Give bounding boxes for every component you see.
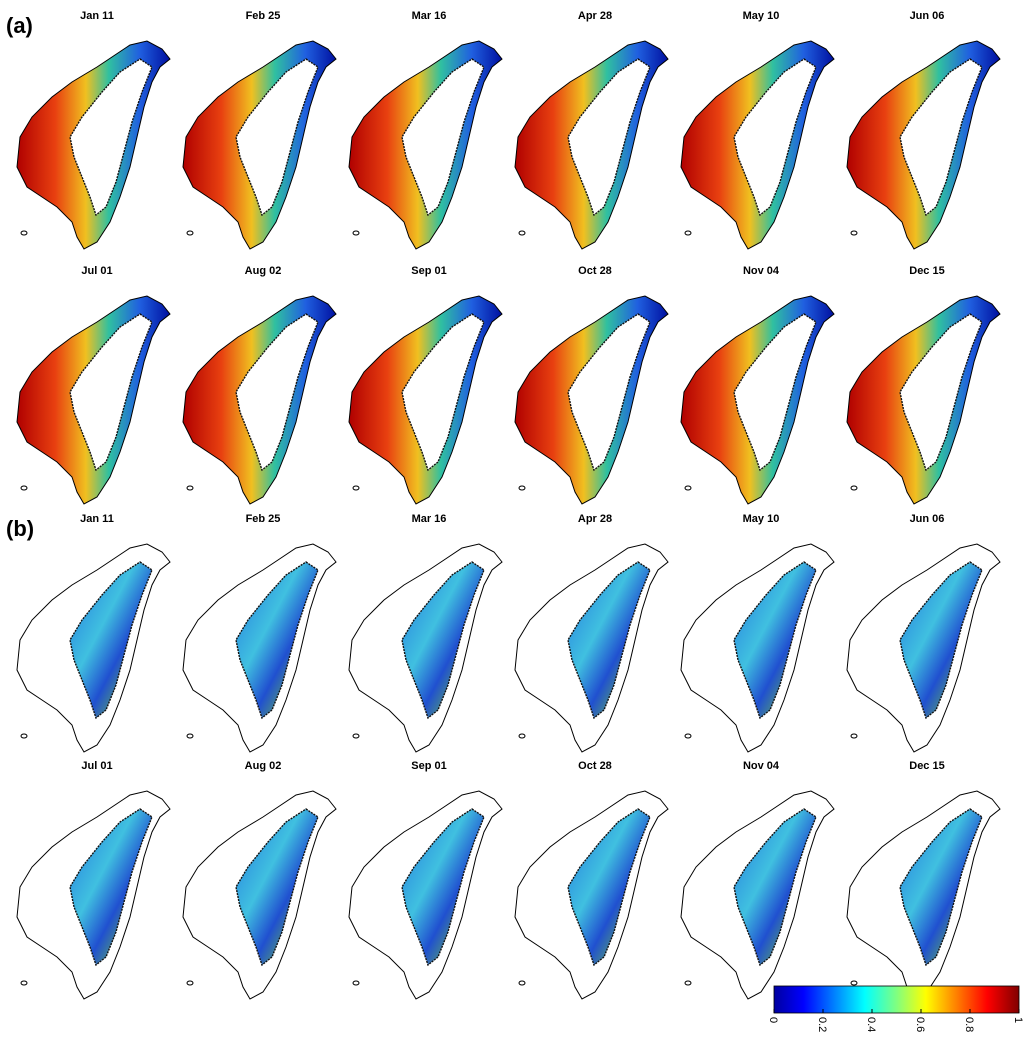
- panel-label: (b): [6, 516, 34, 541]
- map: [182, 543, 337, 753]
- map: [348, 790, 503, 1000]
- islet: [352, 980, 360, 986]
- map-title: Oct 28: [578, 265, 612, 277]
- islet: [352, 485, 360, 491]
- islet: [684, 230, 692, 236]
- map-title: Apr 28: [578, 513, 612, 525]
- islet: [186, 485, 194, 491]
- islet: [850, 485, 858, 491]
- map-title: Mar 16: [412, 513, 447, 525]
- islet: [684, 980, 692, 986]
- tick-label: 1: [1012, 1017, 1023, 1023]
- map: [16, 790, 171, 1000]
- islet: [850, 733, 858, 739]
- islet: [352, 733, 360, 739]
- map: [680, 40, 835, 250]
- map-title: Aug 02: [245, 265, 282, 277]
- map: [182, 295, 337, 505]
- colorbar: [773, 985, 1020, 1014]
- map-title: Apr 28: [578, 10, 612, 22]
- map: [348, 543, 503, 753]
- map-title: Sep 01: [411, 265, 446, 277]
- islet: [186, 230, 194, 236]
- map-title: Dec 15: [909, 760, 944, 772]
- tick-label: 0.8: [963, 1017, 975, 1032]
- map: [680, 790, 835, 1000]
- islet: [850, 230, 858, 236]
- tick-label: 0: [767, 1017, 779, 1023]
- map-title: Nov 04: [743, 760, 780, 772]
- map-title: Feb 25: [246, 513, 281, 525]
- map-title: Dec 15: [909, 265, 944, 277]
- map: [680, 543, 835, 753]
- map: [348, 40, 503, 250]
- map-title: Jul 01: [81, 265, 112, 277]
- islet: [518, 485, 526, 491]
- panel-label: (a): [6, 13, 33, 38]
- map: [16, 40, 171, 250]
- tick-label: 0.2: [816, 1017, 828, 1032]
- map-title: Jun 06: [910, 513, 945, 525]
- map-title: May 10: [743, 10, 780, 22]
- islet: [20, 230, 28, 236]
- map: [182, 40, 337, 250]
- islet: [186, 980, 194, 986]
- islet: [20, 485, 28, 491]
- islet: [684, 733, 692, 739]
- map-title: May 10: [743, 513, 780, 525]
- islet: [518, 733, 526, 739]
- tick-label: 0.6: [914, 1017, 926, 1032]
- islet: [352, 230, 360, 236]
- map: [514, 40, 669, 250]
- islet: [518, 980, 526, 986]
- map-title: Sep 01: [411, 760, 446, 772]
- map: [846, 295, 1001, 505]
- map-title: Feb 25: [246, 10, 281, 22]
- map: [846, 40, 1001, 250]
- map: [846, 790, 1001, 1000]
- map-title: Oct 28: [578, 760, 612, 772]
- map: [514, 790, 669, 1000]
- map: [846, 543, 1001, 753]
- map-title: Aug 02: [245, 760, 282, 772]
- islet: [518, 230, 526, 236]
- islet: [20, 733, 28, 739]
- islet: [850, 980, 858, 986]
- map-title: Nov 04: [743, 265, 780, 277]
- map: [514, 295, 669, 505]
- map-title: Mar 16: [412, 10, 447, 22]
- map-title: Jun 06: [910, 10, 945, 22]
- map: [514, 543, 669, 753]
- islet: [20, 980, 28, 986]
- map-title: Jan 11: [80, 10, 114, 22]
- tick-label: 0.4: [865, 1017, 877, 1032]
- map: [16, 543, 171, 753]
- map: [680, 295, 835, 505]
- islet: [186, 733, 194, 739]
- map-title: Jul 01: [81, 760, 112, 772]
- map: [348, 295, 503, 505]
- map: [182, 790, 337, 1000]
- map: [16, 295, 171, 505]
- map-title: Jan 11: [80, 513, 114, 525]
- islet: [684, 485, 692, 491]
